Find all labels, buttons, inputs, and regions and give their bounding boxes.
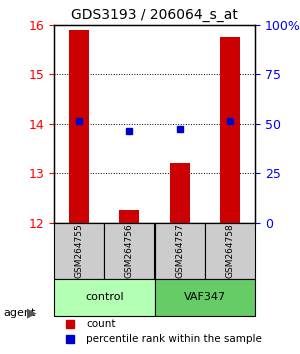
Text: control: control <box>85 292 124 302</box>
Bar <box>169 163 190 223</box>
Text: GSM264755: GSM264755 <box>75 223 84 278</box>
FancyBboxPatch shape <box>205 223 255 279</box>
FancyBboxPatch shape <box>54 223 104 279</box>
Title: GDS3193 / 206064_s_at: GDS3193 / 206064_s_at <box>71 8 238 22</box>
FancyBboxPatch shape <box>54 279 154 316</box>
Bar <box>119 210 140 223</box>
Text: count: count <box>86 319 116 329</box>
Text: GSM264758: GSM264758 <box>225 223 234 278</box>
Bar <box>220 37 240 223</box>
Text: ▶: ▶ <box>27 307 37 320</box>
FancyBboxPatch shape <box>154 279 255 316</box>
Bar <box>69 30 89 223</box>
Text: percentile rank within the sample: percentile rank within the sample <box>86 334 262 344</box>
FancyBboxPatch shape <box>104 223 154 279</box>
Text: GSM264756: GSM264756 <box>125 223 134 278</box>
Text: GSM264757: GSM264757 <box>175 223 184 278</box>
Text: VAF347: VAF347 <box>184 292 226 302</box>
Text: agent: agent <box>3 308 35 318</box>
FancyBboxPatch shape <box>154 223 205 279</box>
